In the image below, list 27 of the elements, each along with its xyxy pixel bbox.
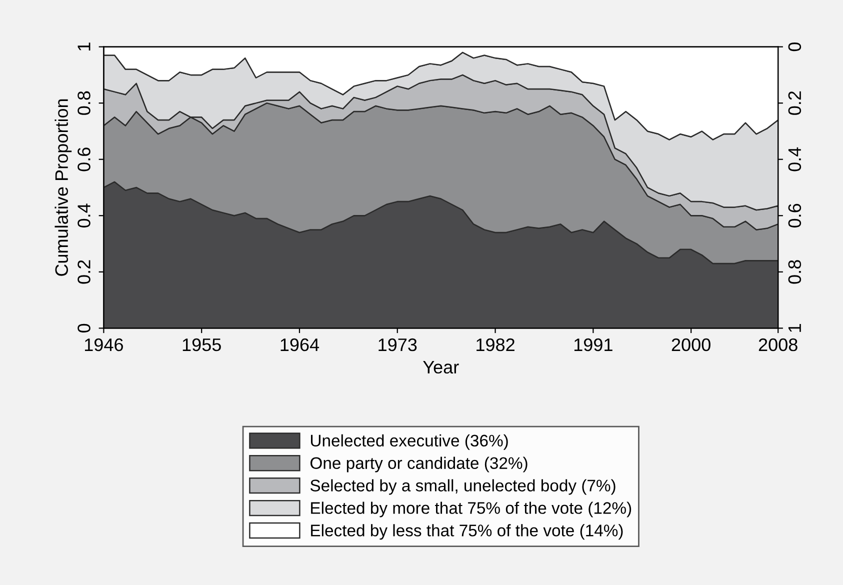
y2-tick-label: 0 — [788, 42, 802, 52]
x-axis-title: Year — [423, 360, 459, 374]
y2-tick-label: 0.8 — [788, 260, 802, 284]
x-tick-label: 1946 — [84, 338, 123, 352]
y-tick-label: 1 — [78, 42, 90, 50]
y2-tick-label: 0.6 — [788, 204, 802, 228]
y-tick-label: 0.8 — [78, 91, 90, 115]
legend-label: Selected by a small, unelected body (7%) — [310, 479, 616, 495]
x-tick-label: 1955 — [182, 338, 221, 352]
y-tick-label: 0.4 — [78, 204, 90, 228]
x-tick-label: 1964 — [280, 338, 320, 352]
legend-label: Unelected executive (36%) — [310, 434, 508, 450]
legend-label: Elected by less that 75% of the vote (14%) — [311, 524, 623, 540]
y2-tick-label: 0.4 — [788, 147, 802, 172]
x-tick-label: 2008 — [758, 338, 798, 352]
y2-tick-label: 0.2 — [788, 91, 802, 115]
y-tick-label: 0 — [78, 324, 90, 332]
x-tick-label: 1982 — [476, 338, 514, 352]
x-tick-label: 2000 — [672, 338, 710, 352]
y2-tick-label: 1 — [788, 324, 801, 332]
legend-label: One party or candidate (32%) — [310, 456, 528, 472]
x-tick-label: 1973 — [378, 338, 417, 352]
y-tick-label: 0.6 — [78, 148, 90, 172]
y-axis-title: Cumulative Proportion — [54, 99, 72, 276]
y-tick-label: 0.2 — [78, 260, 90, 284]
x-tick-label: 1991 — [574, 338, 612, 352]
legend-label: Elected by more that 75% of the vote (12%) — [311, 502, 632, 518]
